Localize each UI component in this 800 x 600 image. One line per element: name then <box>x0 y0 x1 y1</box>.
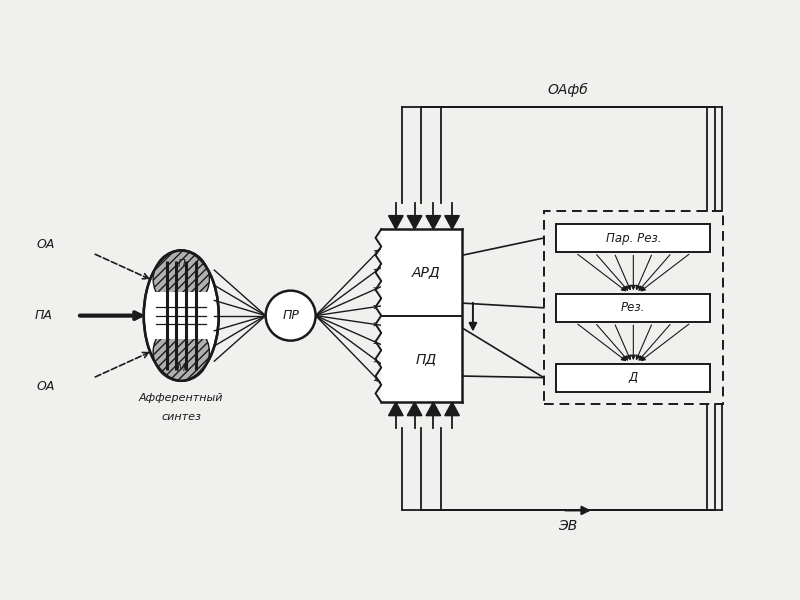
Circle shape <box>266 290 316 341</box>
Text: АРД: АРД <box>412 265 441 280</box>
Ellipse shape <box>153 323 210 382</box>
Polygon shape <box>445 215 459 229</box>
Ellipse shape <box>153 250 210 308</box>
Bar <box>556 294 710 322</box>
Text: Афферентный: Афферентный <box>139 393 223 403</box>
Text: Пар. Рез.: Пар. Рез. <box>606 232 661 245</box>
Polygon shape <box>426 402 441 416</box>
Text: П: П <box>178 259 185 269</box>
Text: М: М <box>177 363 186 373</box>
Text: Д: Д <box>629 371 638 384</box>
Polygon shape <box>389 215 403 229</box>
Text: ОА: ОА <box>37 380 55 393</box>
Text: ОА: ОА <box>37 238 55 251</box>
Text: ПР: ПР <box>282 309 299 322</box>
Bar <box>556 224 710 252</box>
Bar <box>150 292 213 339</box>
Bar <box>544 211 723 404</box>
Text: синтез: синтез <box>162 412 201 422</box>
Text: Рез.: Рез. <box>621 301 646 314</box>
Bar <box>382 229 462 402</box>
Polygon shape <box>426 215 441 229</box>
Polygon shape <box>407 402 422 416</box>
Text: ПА: ПА <box>35 309 53 322</box>
Polygon shape <box>445 402 459 416</box>
Ellipse shape <box>144 251 218 381</box>
Text: ОАфб: ОАфб <box>547 83 588 97</box>
Polygon shape <box>389 402 403 416</box>
Bar <box>556 364 710 392</box>
Text: ЭВ: ЭВ <box>558 519 578 533</box>
Polygon shape <box>407 215 422 229</box>
Text: ПД: ПД <box>415 352 437 366</box>
